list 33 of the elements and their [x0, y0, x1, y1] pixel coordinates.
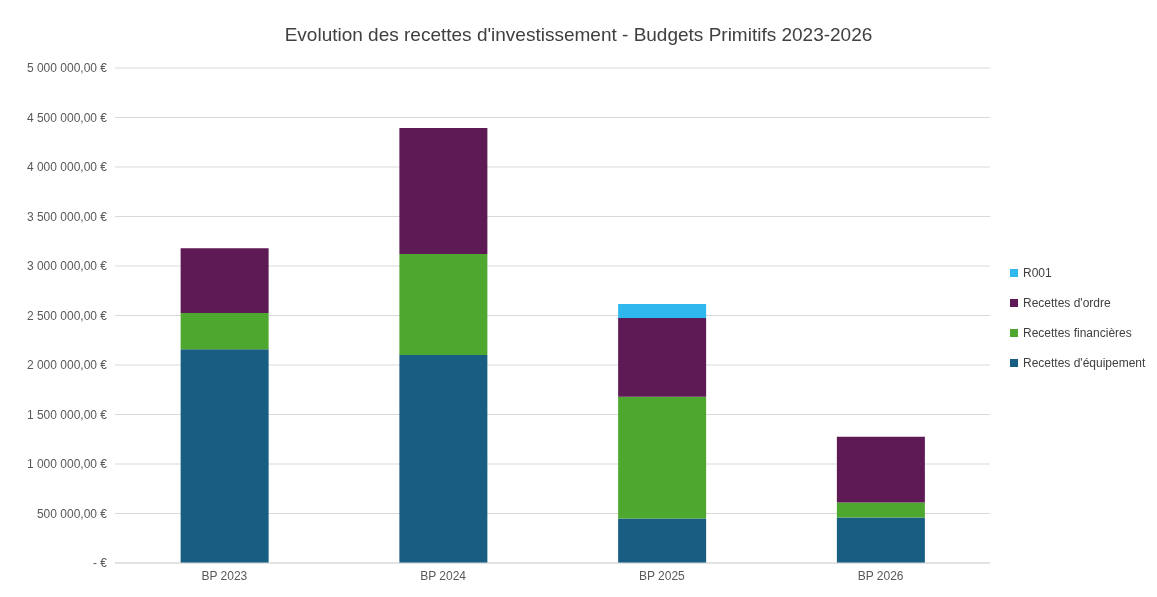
bar: [836, 436, 925, 503]
y-tick-label: - €: [92, 556, 108, 571]
bar: [836, 502, 925, 518]
y-tick-label: 3 000 000,00 €: [26, 259, 108, 274]
bar: [836, 517, 925, 563]
legend-label: Recettes d'ordre: [1023, 295, 1111, 310]
bar: [180, 313, 269, 350]
y-tick-label: 5 000 000,00 €: [26, 61, 108, 76]
bar: [180, 248, 269, 314]
bar: [399, 355, 488, 563]
legend-label: Recettes financières: [1023, 325, 1132, 340]
y-tick-label: 500 000,00 €: [36, 506, 108, 521]
y-tick-label: 4 000 000,00 €: [26, 160, 108, 175]
legend-label: Recettes d'équipement: [1023, 355, 1146, 370]
x-tick-label: BP 2026: [857, 568, 904, 583]
x-tick-label: BP 2024: [420, 568, 467, 583]
bar: [618, 317, 707, 397]
y-tick-label: 1 500 000,00 €: [26, 407, 108, 422]
bar: [399, 127, 488, 255]
y-tick-label: 2 500 000,00 €: [26, 308, 108, 323]
y-tick-label: 4 500 000,00 €: [26, 110, 108, 125]
y-tick-label: 3 500 000,00 €: [26, 209, 108, 224]
y-tick-label: 1 000 000,00 €: [26, 457, 108, 472]
bar: [618, 396, 707, 519]
bar: [399, 254, 488, 356]
x-tick-label: BP 2023: [201, 568, 248, 583]
y-tick-label: 2 000 000,00 €: [26, 358, 108, 373]
legend-label: R001: [1023, 265, 1052, 280]
bar: [618, 518, 707, 563]
bar: [180, 349, 269, 563]
bar: [618, 304, 707, 318]
x-tick-label: BP 2025: [638, 568, 686, 583]
chart-title: Evolution des recettes d'investissement - Budgets Primitifs 2023-2026: [283, 24, 874, 46]
